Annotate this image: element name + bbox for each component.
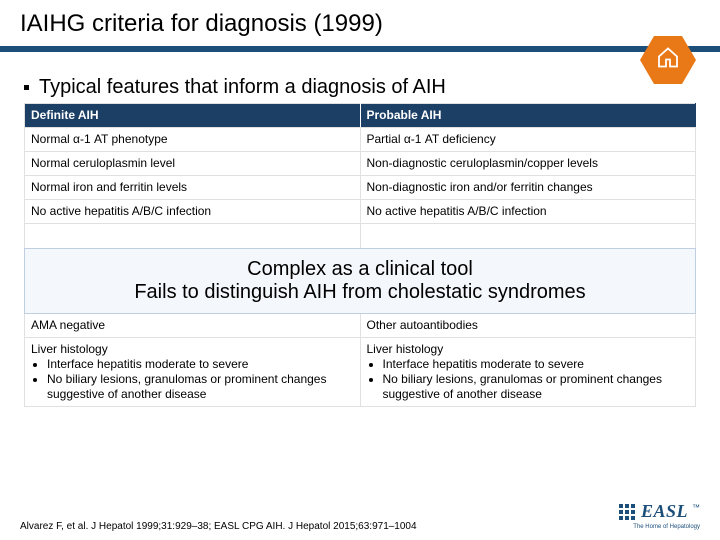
table-row: Normal iron and ferritin levels Non-diag… xyxy=(25,176,696,200)
overlay-line-1: Complex as a clinical tool xyxy=(247,258,473,281)
cell: Other autoantibodies xyxy=(360,314,696,338)
easl-logo-text: EASL xyxy=(641,501,688,522)
overlay-banner: Complex as a clinical tool Fails to dist… xyxy=(24,248,696,314)
bullet-dot-icon xyxy=(24,85,29,90)
table-row: AMA negative Other autoantibodies xyxy=(25,314,696,338)
cell-list: Interface hepatitis moderate to severe N… xyxy=(47,357,354,402)
table-header-row: Definite AIH Probable AIH xyxy=(25,104,696,128)
page-title: IAIHG criteria for diagnosis (1999) xyxy=(20,10,720,38)
cell: AMA negative xyxy=(25,314,361,338)
cell: No active hepatitis A/B/C infection xyxy=(25,200,361,224)
title-bar: IAIHG criteria for diagnosis (1999) xyxy=(0,0,720,38)
easl-tm: ™ xyxy=(692,503,700,512)
cell-list: Interface hepatitis moderate to severe N… xyxy=(383,357,690,402)
col-definite: Definite AIH xyxy=(25,104,361,128)
table-row: No active hepatitis A/B/C infection No a… xyxy=(25,200,696,224)
home-hexagon-icon xyxy=(640,32,696,88)
overlay-line-2: Fails to distinguish AIH from cholestati… xyxy=(134,281,585,304)
cell: Non-diagnostic ceruloplasmin/copper leve… xyxy=(360,152,696,176)
cell: Non-diagnostic iron and/or ferritin chan… xyxy=(360,176,696,200)
cell-histology-left: Liver histology Interface hepatitis mode… xyxy=(25,338,361,407)
home-icon xyxy=(656,46,680,70)
cell: Partial α-1 AT deficiency xyxy=(360,128,696,152)
easl-logo-subtitle: The Home of Hepatology xyxy=(633,524,700,530)
list-item: Interface hepatitis moderate to severe xyxy=(383,357,690,372)
cell: Normal ceruloplasmin level xyxy=(25,152,361,176)
easl-stars-icon xyxy=(619,504,635,520)
cell: Normal iron and ferritin levels xyxy=(25,176,361,200)
list-item: No biliary lesions, granulomas or promin… xyxy=(47,372,354,402)
title-underline xyxy=(0,46,720,52)
col-probable: Probable AIH xyxy=(360,104,696,128)
list-item: Interface hepatitis moderate to severe xyxy=(47,357,354,372)
table-row: Normal α-1 AT phenotype Partial α-1 AT d… xyxy=(25,128,696,152)
cell-histology-right: Liver histology Interface hepatitis mode… xyxy=(360,338,696,407)
cell-title: Liver histology xyxy=(367,342,444,356)
bullet-row: Typical features that inform a diagnosis… xyxy=(24,76,720,99)
footer-citation: Alvarez F, et al. J Hepatol 1999;31:929–… xyxy=(20,521,417,532)
list-item: No biliary lesions, granulomas or promin… xyxy=(383,372,690,402)
cell: No active hepatitis A/B/C infection xyxy=(360,200,696,224)
cell-title: Liver histology xyxy=(31,342,108,356)
easl-logo: EASL ™ xyxy=(619,501,700,522)
cell: Normal α-1 AT phenotype xyxy=(25,128,361,152)
table-row: Liver histology Interface hepatitis mode… xyxy=(25,338,696,407)
bullet-text: Typical features that inform a diagnosis… xyxy=(39,76,446,99)
table-row: Normal ceruloplasmin level Non-diagnosti… xyxy=(25,152,696,176)
